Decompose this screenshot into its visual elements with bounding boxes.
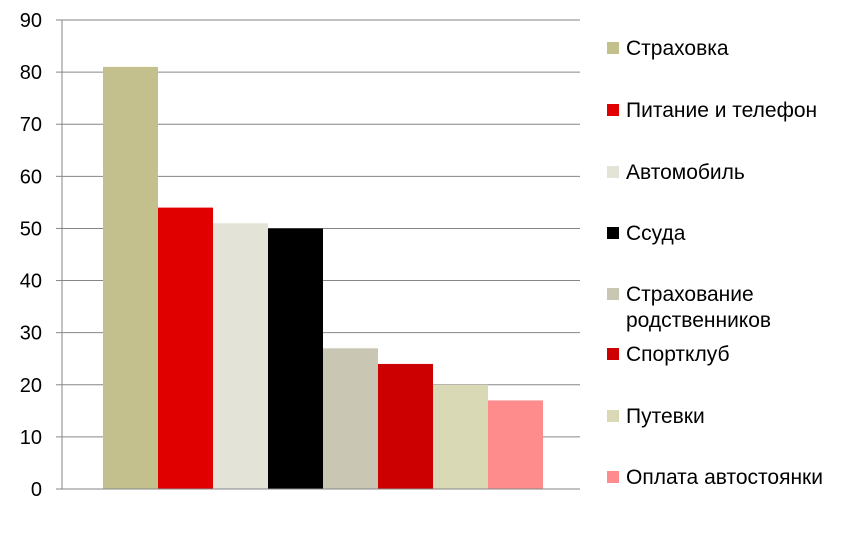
y-tick-label: 60	[20, 166, 42, 188]
bar	[488, 400, 543, 489]
bar	[378, 363, 433, 489]
legend-swatch	[607, 288, 619, 300]
legend-item: Ссуда	[607, 222, 686, 245]
y-tick-label: 90	[20, 10, 42, 32]
legend-label: Страхование родственников	[626, 283, 771, 332]
bar	[323, 348, 378, 489]
bar	[268, 228, 323, 489]
y-tick-label: 0	[31, 479, 42, 501]
legend-swatch	[607, 410, 619, 422]
legend-item: Питание и телефон	[607, 99, 817, 122]
y-tick-label: 70	[20, 114, 42, 136]
legend-label: Ссуда	[626, 222, 686, 245]
legend-swatch	[607, 42, 619, 54]
legend: Страховка Питание и телефон Автомобиль Ссуд…	[607, 37, 823, 489]
y-tick-label: 50	[20, 218, 42, 240]
legend-label: Питание и телефон	[626, 99, 817, 122]
legend-label: Оплата автостоянки	[626, 466, 823, 489]
legend-item: Спортклуб	[607, 343, 730, 366]
y-axis-ticks: 0 10 20 30 40 50 60 70 80 90	[20, 10, 62, 501]
legend-swatch	[607, 471, 619, 483]
legend-swatch	[607, 348, 619, 360]
legend-item: Страхование родственников	[607, 283, 771, 332]
y-tick-label: 40	[20, 271, 42, 293]
legend-label: Путевки	[626, 405, 705, 428]
legend-item: Оплата автостоянки	[607, 466, 823, 489]
legend-item: Путевки	[607, 405, 705, 428]
legend-swatch	[607, 166, 619, 178]
legend-label: Спортклуб	[626, 343, 730, 366]
y-tick-label: 80	[20, 62, 42, 84]
legend-label: Автомобиль	[626, 161, 745, 184]
legend-label: Страховка	[626, 37, 729, 60]
legend-swatch	[607, 227, 619, 239]
legend-item: Автомобиль	[607, 161, 745, 184]
bar	[213, 223, 268, 489]
y-tick-label: 10	[20, 427, 42, 449]
y-tick-label: 20	[20, 375, 42, 397]
y-tick-label: 30	[20, 323, 42, 345]
bar	[103, 66, 158, 490]
legend-swatch	[607, 104, 619, 116]
legend-item: Страховка	[607, 37, 729, 60]
bar	[433, 384, 488, 489]
bar	[158, 207, 213, 489]
bars	[103, 66, 543, 490]
